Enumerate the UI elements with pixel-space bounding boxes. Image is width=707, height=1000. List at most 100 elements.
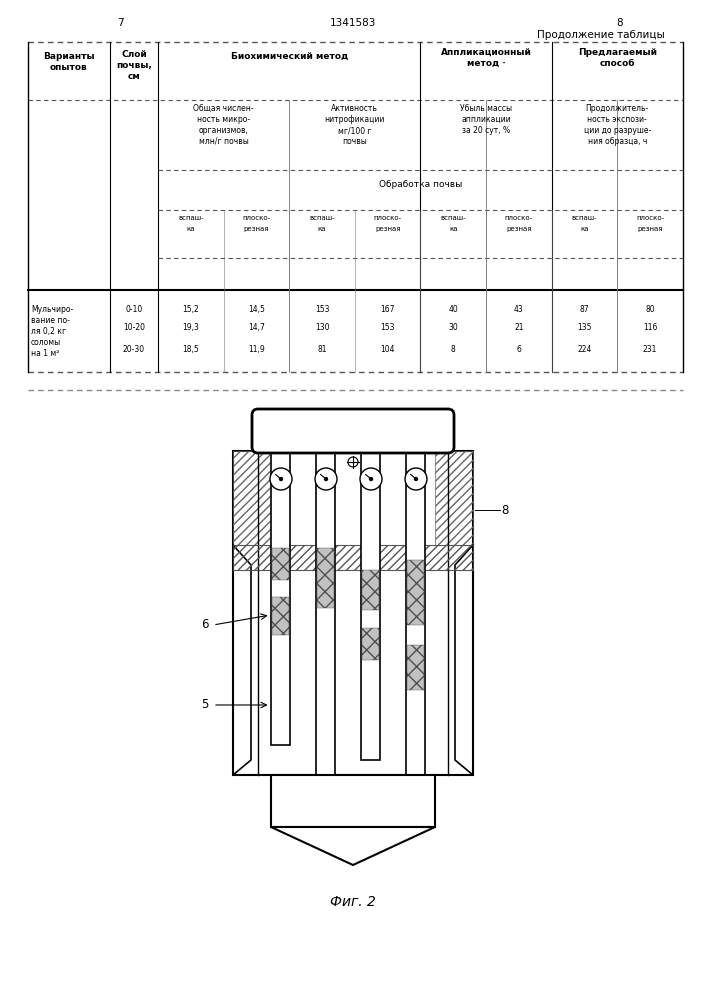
Text: 14,5: 14,5: [248, 305, 265, 314]
Text: Продолжение таблицы: Продолжение таблицы: [537, 30, 665, 40]
Text: плоско-: плоско-: [505, 215, 533, 221]
Text: метод ·: метод ·: [467, 59, 506, 68]
Bar: [233, 451, 271, 545]
Bar: [233, 545, 473, 570]
Circle shape: [405, 468, 427, 490]
Bar: [407, 560, 424, 625]
Text: 21: 21: [514, 323, 524, 332]
Text: млн/г почвы: млн/г почвы: [199, 137, 248, 146]
Bar: [363, 570, 380, 610]
FancyBboxPatch shape: [252, 409, 454, 453]
Text: соломы: соломы: [31, 338, 61, 347]
Text: 18,5: 18,5: [182, 345, 199, 354]
Text: Общая числен-: Общая числен-: [193, 104, 254, 113]
Text: ность микро-: ность микро-: [197, 115, 250, 124]
Bar: [317, 451, 336, 785]
Text: Мульчиро-: Мульчиро-: [31, 305, 74, 314]
Text: 8: 8: [501, 504, 508, 516]
Text: плоско-: плоско-: [243, 215, 271, 221]
Text: вспаш-: вспаш-: [309, 215, 335, 221]
Text: 104: 104: [380, 345, 395, 354]
Text: 135: 135: [578, 323, 592, 332]
Text: Активность: Активность: [332, 104, 378, 113]
Text: 81: 81: [317, 345, 327, 354]
Bar: [271, 451, 291, 745]
Text: 20-30: 20-30: [123, 345, 145, 354]
Text: 116: 116: [643, 323, 658, 332]
Text: ность экспози-: ность экспози-: [588, 115, 647, 124]
Text: 14,7: 14,7: [248, 323, 265, 332]
Text: ка: ка: [580, 226, 589, 232]
Text: 19,3: 19,3: [182, 323, 199, 332]
Text: ля 0,2 кг: ля 0,2 кг: [31, 327, 66, 336]
Circle shape: [360, 468, 382, 490]
Circle shape: [325, 478, 327, 481]
Text: ния образца, ч: ния образца, ч: [588, 137, 647, 146]
Text: Слой: Слой: [121, 50, 147, 59]
Text: Фиг. 2: Фиг. 2: [330, 895, 376, 909]
Bar: [361, 451, 380, 760]
Text: 8: 8: [451, 345, 456, 354]
Text: Обработка почвы: Обработка почвы: [379, 180, 462, 189]
Text: опытов: опытов: [50, 63, 88, 72]
Text: мг/100 г: мг/100 г: [338, 126, 372, 135]
Circle shape: [279, 478, 283, 481]
Text: плоско-: плоско-: [636, 215, 665, 221]
Text: 224: 224: [578, 345, 592, 354]
Text: 11,9: 11,9: [248, 345, 265, 354]
Text: 15,2: 15,2: [182, 305, 199, 314]
Text: см: см: [128, 72, 141, 81]
Bar: [435, 451, 473, 545]
Text: 0-10: 0-10: [125, 305, 143, 314]
Text: нитрофикации: нитрофикации: [325, 115, 385, 124]
Text: 87: 87: [580, 305, 590, 314]
Text: способ: способ: [600, 59, 635, 68]
Text: 7: 7: [117, 18, 123, 28]
Text: Убыль массы: Убыль массы: [460, 104, 512, 113]
Text: Продолжитель-: Продолжитель-: [586, 104, 649, 113]
Bar: [233, 451, 473, 775]
Text: Биохимический метод: Биохимический метод: [230, 52, 348, 61]
Text: 6: 6: [517, 345, 521, 354]
Text: 153: 153: [315, 305, 329, 314]
Bar: [272, 597, 289, 635]
Circle shape: [315, 468, 337, 490]
Text: 1341583: 1341583: [329, 18, 376, 28]
Circle shape: [270, 468, 292, 490]
Bar: [272, 548, 289, 580]
Bar: [317, 548, 334, 608]
Text: ции до разруше-: ции до разруше-: [584, 126, 651, 135]
Text: 0: 0: [277, 783, 283, 792]
Text: аппликации: аппликации: [461, 115, 511, 124]
Text: Аппликационный: Аппликационный: [440, 48, 532, 57]
Text: 5: 5: [201, 698, 209, 712]
Text: вспаш-: вспаш-: [178, 215, 204, 221]
Bar: [407, 451, 426, 800]
Text: 40: 40: [448, 305, 458, 314]
Text: 153: 153: [380, 323, 395, 332]
Text: на 1 м²: на 1 м²: [31, 349, 59, 358]
Circle shape: [370, 478, 373, 481]
Text: вспаш-: вспаш-: [440, 215, 466, 221]
Text: Варианты: Варианты: [43, 52, 95, 61]
Text: ка: ка: [449, 226, 457, 232]
Text: резная: резная: [375, 226, 400, 232]
Bar: [271, 775, 435, 827]
Text: 10-20: 10-20: [123, 323, 145, 332]
Text: за 20 сут, %: за 20 сут, %: [462, 126, 510, 135]
Text: вание по-: вание по-: [31, 316, 70, 325]
Bar: [407, 645, 424, 690]
Text: резная: резная: [506, 226, 532, 232]
Text: 130: 130: [315, 323, 329, 332]
Text: плоско-: плоско-: [373, 215, 402, 221]
Polygon shape: [271, 827, 435, 865]
Text: 167: 167: [380, 305, 395, 314]
Text: вспаш-: вспаш-: [572, 215, 597, 221]
Text: Предлагаемый: Предлагаемый: [578, 48, 657, 57]
Text: 43: 43: [514, 305, 524, 314]
Text: 8: 8: [617, 18, 624, 28]
Text: почвы,: почвы,: [116, 61, 152, 70]
Text: организмов,: организмов,: [199, 126, 249, 135]
Text: резная: резная: [638, 226, 663, 232]
Text: 231: 231: [643, 345, 658, 354]
